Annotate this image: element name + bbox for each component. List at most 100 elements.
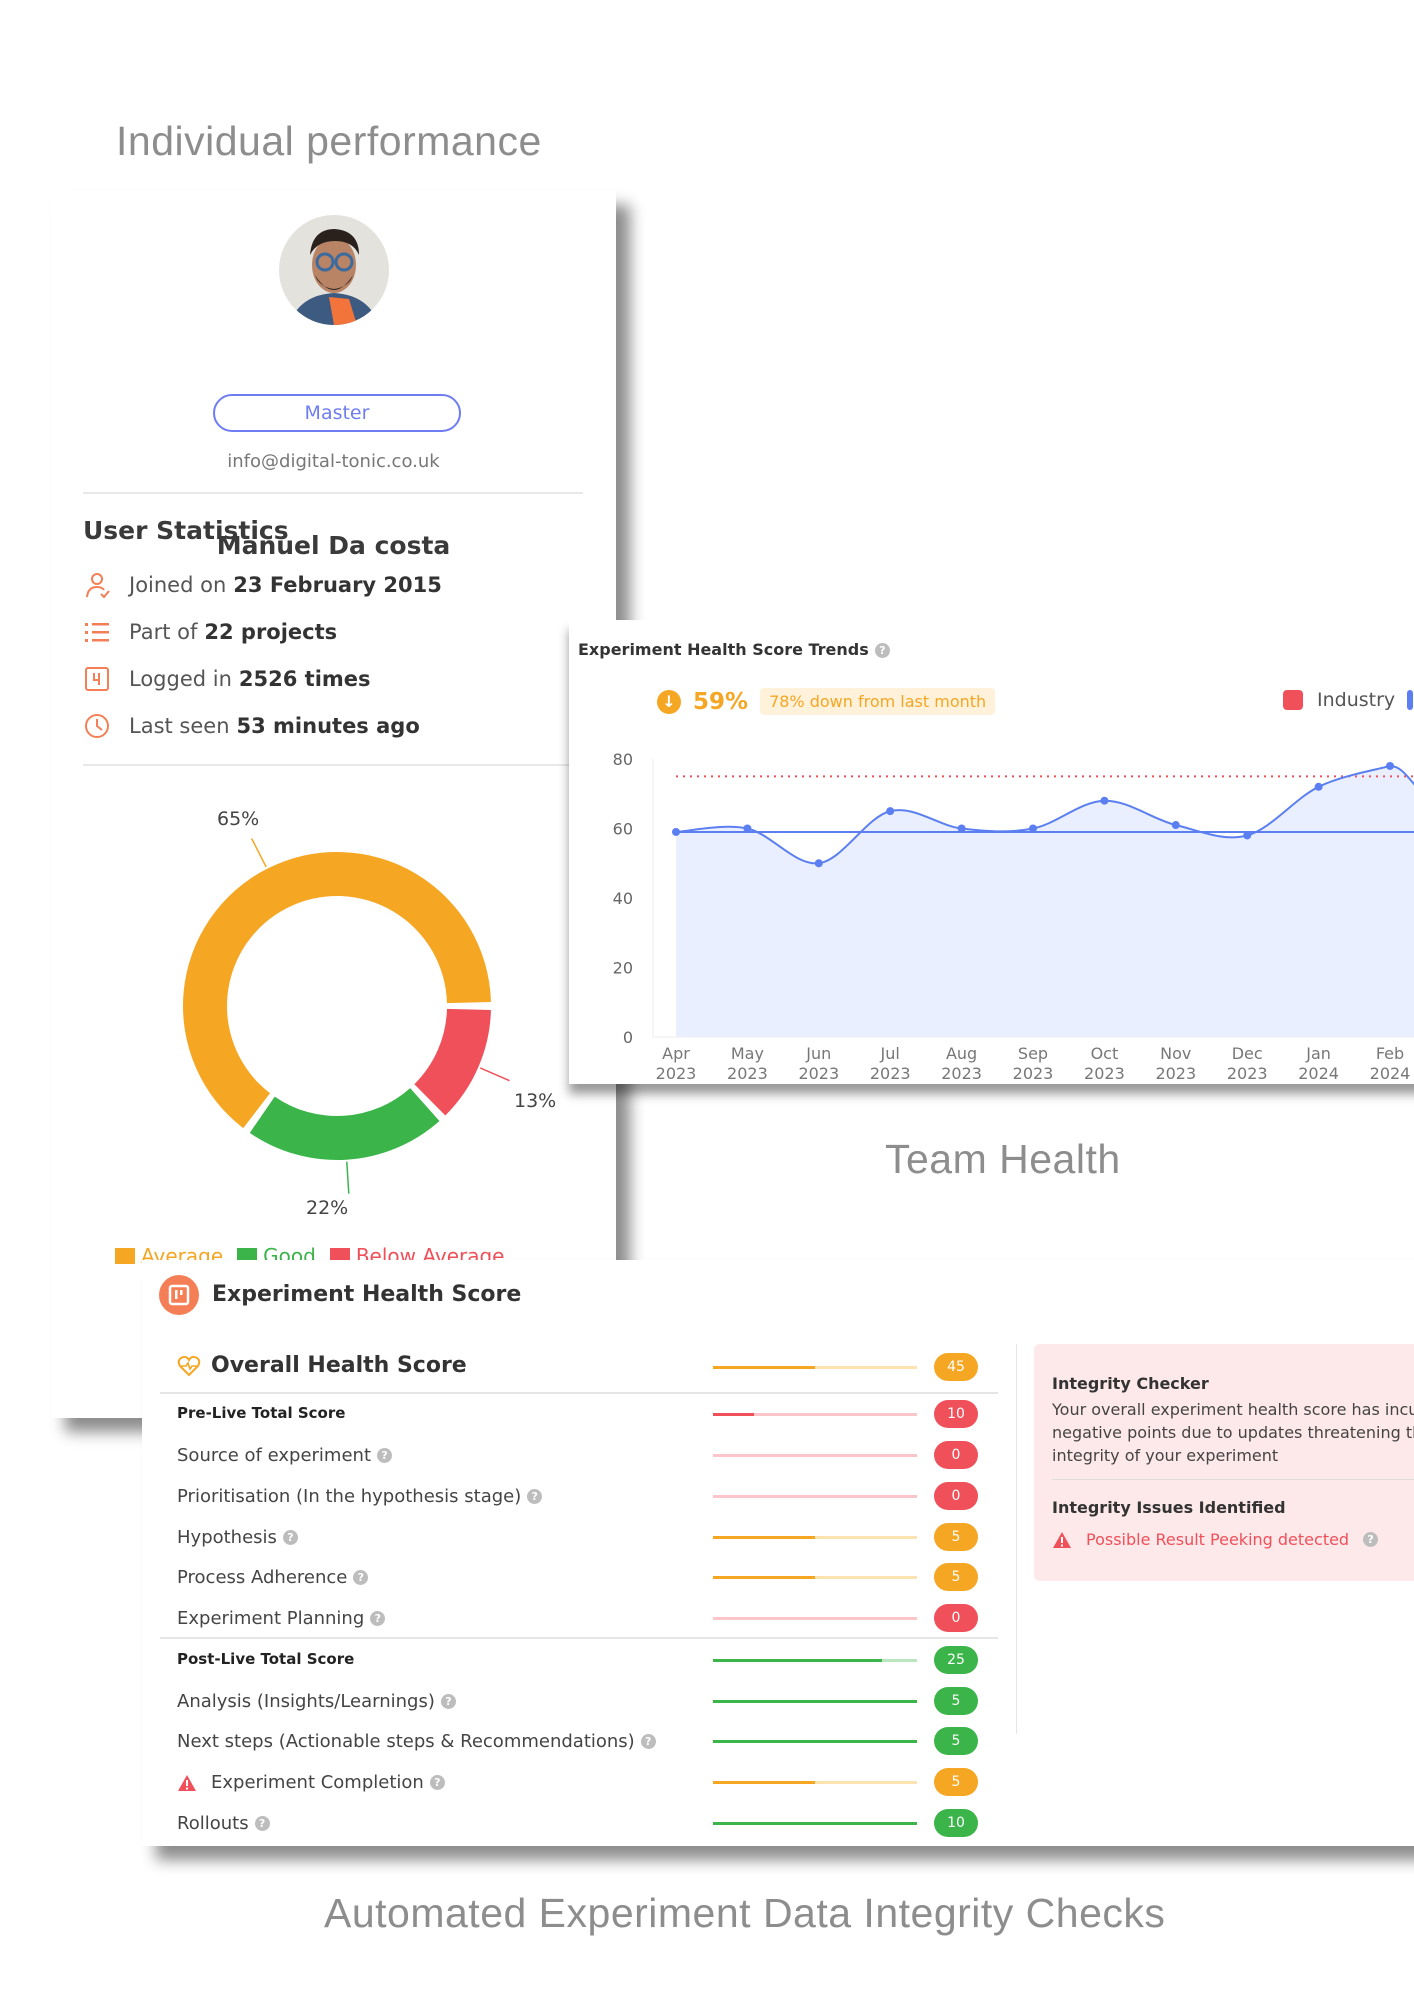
score-label: Experiment Planning <box>177 1608 365 1629</box>
x-tick-label: Sep <box>1018 1044 1048 1063</box>
x-tick-label: Jan <box>1305 1044 1331 1063</box>
donut-leader-line <box>250 838 267 868</box>
score-badge: 5 <box>934 1687 978 1715</box>
donut-slice-average[interactable] <box>183 852 491 1129</box>
warning-icon <box>178 1774 196 1791</box>
score-row: Experiment Completion? 5 <box>177 1767 998 1797</box>
donut-leader-line <box>479 1067 510 1082</box>
experiment-health-score-card: Experiment Health Score Overall Health S… <box>142 1260 1414 1846</box>
donut-leader-line <box>346 1161 350 1194</box>
donut-chart <box>183 838 510 1194</box>
x-tick-label: Dec <box>1232 1044 1263 1063</box>
score-badge: 5 <box>934 1768 978 1796</box>
help-icon[interactable]: ? <box>282 1530 298 1545</box>
help-icon[interactable]: ? <box>370 1611 386 1626</box>
series-area <box>676 765 1414 1037</box>
donut-slice-below-average[interactable] <box>414 1008 491 1116</box>
data-point[interactable] <box>886 807 895 816</box>
login-counter-icon <box>85 667 109 691</box>
data-point[interactable] <box>743 824 752 833</box>
stat-row: Logged in 2526 times <box>83 665 371 693</box>
data-point[interactable] <box>1243 831 1252 840</box>
legend-industry[interactable]: Industry <box>1283 689 1414 711</box>
score-label: Experiment Completion <box>211 1772 424 1793</box>
caption-team-health: Team Health <box>885 1136 1121 1182</box>
data-point[interactable] <box>1171 821 1180 830</box>
divider <box>160 1637 998 1639</box>
x-tick-label: 2023 <box>656 1064 697 1083</box>
x-tick-label: Apr <box>662 1044 690 1063</box>
data-point[interactable] <box>1100 796 1109 805</box>
stat-value: 2526 times <box>238 667 371 691</box>
role-badge: Master <box>213 394 461 432</box>
x-tick-label: 2023 <box>1013 1064 1054 1083</box>
stat-row: Part of 22 projects <box>83 618 337 646</box>
score-row: Hypothesis? 5 <box>177 1522 998 1552</box>
y-tick-label: 0 <box>623 1028 633 1047</box>
score-label: Rollouts <box>177 1813 249 1834</box>
donut-label-good: 22% <box>306 1197 349 1219</box>
stat-prefix: Logged in <box>129 667 232 691</box>
health-trends-card: 0 20 40 60 80 Apr 2023 May 2023 Jun 2023 Jul 2023 Aug… <box>569 620 1414 1084</box>
score-label: Source of experiment <box>177 1445 372 1466</box>
help-icon[interactable]: ? <box>1363 1532 1379 1547</box>
score-badge: 5 <box>934 1523 978 1551</box>
score-label: Overall Health Score <box>211 1353 467 1378</box>
score-bar-fill <box>713 1366 815 1369</box>
data-point[interactable] <box>1029 824 1037 833</box>
help-icon[interactable]: ? <box>874 643 890 658</box>
user-name: Manuel Da costa <box>216 531 451 560</box>
data-point[interactable] <box>1386 761 1394 770</box>
x-tick-label: 2023 <box>1227 1064 1268 1083</box>
integrity-title: Integrity Checker <box>1052 1374 1209 1393</box>
score-row: Process Adherence? 5 <box>177 1562 998 1592</box>
stat-row: Joined on 23 February 2015 <box>83 571 442 599</box>
score-label: Analysis (Insights/Learnings) <box>177 1691 435 1712</box>
divider <box>1016 1344 1017 1734</box>
donut-slice-good[interactable] <box>249 1088 440 1160</box>
user-statistics-title: User Statistics <box>83 516 289 545</box>
integrity-text: Your overall experiment health score has… <box>1052 1400 1414 1465</box>
score-label: Process Adherence <box>177 1567 348 1588</box>
integrity-issues-title: Integrity Issues Identified <box>1052 1498 1286 1517</box>
warning-icon <box>1053 1531 1071 1548</box>
chart-title: Experiment Health Score Trends? <box>578 640 890 659</box>
x-tick-label: 2023 <box>798 1064 839 1083</box>
x-tick-label: 2023 <box>870 1064 911 1083</box>
x-tick-label: 2024 <box>1370 1064 1411 1083</box>
score-row: Overall Health Score 45 <box>177 1352 998 1382</box>
trend-chart: 020406080Apr2023May2023Jun2023Jul2023Aug… <box>613 750 1414 1083</box>
score-bar <box>713 1536 917 1539</box>
x-tick-label: May <box>731 1044 764 1063</box>
score-bar-fill <box>713 1700 917 1703</box>
score-bar-fill <box>713 1822 917 1825</box>
score-row: Rollouts? 10 <box>177 1808 998 1838</box>
score-card-title: Experiment Health Score <box>212 1282 522 1307</box>
avatar <box>279 215 389 325</box>
help-icon[interactable]: ? <box>254 1816 270 1831</box>
score-row: Experiment Planning? 0 <box>177 1603 998 1633</box>
help-icon[interactable]: ? <box>377 1448 393 1463</box>
arrow-down-icon: ↓ <box>657 689 681 714</box>
y-tick-label: 20 <box>613 959 633 978</box>
score-bar <box>713 1822 917 1825</box>
score-badge: 0 <box>934 1441 978 1469</box>
help-icon[interactable]: ? <box>353 1570 369 1585</box>
help-icon[interactable]: ? <box>440 1694 456 1709</box>
x-tick-label: 2023 <box>941 1064 982 1083</box>
data-point[interactable] <box>957 824 966 833</box>
donut-label-average: 65% <box>217 808 260 830</box>
score-bar-fill <box>713 1536 815 1539</box>
profile-card: Manuel Da costa Master info@digital-toni… <box>51 191 616 1418</box>
help-icon[interactable]: ? <box>640 1734 656 1749</box>
stat-prefix: Part of <box>129 620 198 644</box>
help-icon[interactable]: ? <box>429 1775 445 1790</box>
score-label: Pre-Live Total Score <box>177 1404 346 1422</box>
data-point[interactable] <box>672 827 680 836</box>
x-tick-label: 2023 <box>727 1064 768 1083</box>
data-point[interactable] <box>814 859 823 868</box>
help-icon[interactable]: ? <box>527 1489 543 1504</box>
data-point[interactable] <box>1314 782 1323 791</box>
score-badge: 10 <box>934 1809 978 1837</box>
score-bar <box>713 1413 917 1416</box>
